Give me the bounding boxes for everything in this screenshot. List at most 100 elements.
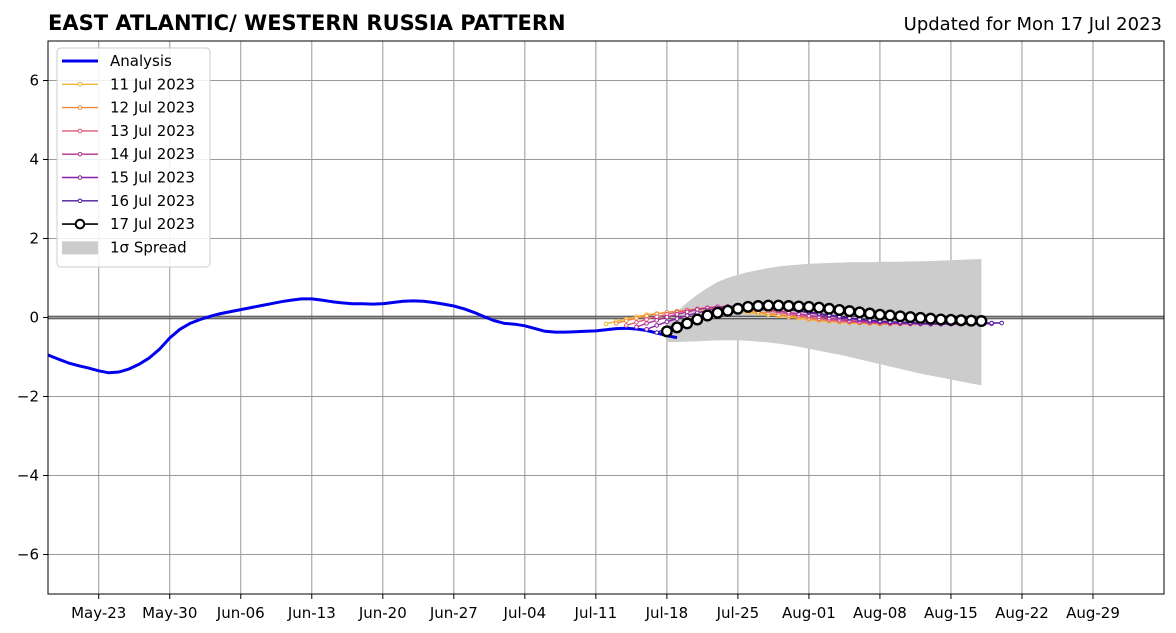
legend-swatch-marker	[77, 128, 83, 134]
forecast-point	[989, 320, 994, 326]
x-axis: May-23 May-30 Jun-06 Jun-13 Jun-20 Jun-27 Jul-…	[71, 594, 1120, 622]
forecast-point	[634, 319, 639, 325]
forecast-point	[721, 304, 734, 317]
x-tick-label: Jul-11	[574, 604, 618, 622]
forecast-point	[843, 305, 856, 318]
forecast-point	[792, 300, 805, 313]
forecast-point	[731, 302, 744, 315]
forecast-point	[623, 318, 629, 323]
chart-subtitle: Updated for Mon 17 Jul 2023	[904, 14, 1162, 35]
forecast-point	[914, 311, 927, 324]
forecast-point	[772, 299, 785, 312]
y-tick-label: −4	[17, 467, 39, 485]
y-tick-label: −2	[17, 388, 39, 406]
legend-label: 12 Jul 2023	[110, 99, 195, 117]
x-tick-label: Aug-29	[1066, 604, 1120, 622]
x-tick-label: Jun-27	[429, 604, 478, 622]
legend: Analysis 11 Jul 2023 12 Jul 2023 13 Jul 202…	[56, 47, 211, 268]
legend-label: 14 Jul 2023	[110, 145, 195, 163]
forecast-point	[654, 317, 660, 323]
forecast-point	[833, 303, 846, 316]
legend-swatch-marker	[77, 198, 83, 204]
forecast-point	[634, 315, 639, 321]
legend-swatch-marker	[77, 151, 83, 157]
x-tick-label: Aug-01	[782, 604, 836, 622]
forecast-point	[664, 319, 670, 325]
y-axis: −6 −4 −2 0 2 4 6	[17, 72, 48, 564]
y-tick-label: 6	[29, 72, 39, 90]
y-tick-label: 4	[29, 151, 39, 169]
forecast-series	[603, 299, 1004, 338]
forecast-point	[802, 300, 815, 313]
legend-label: 16 Jul 2023	[110, 192, 195, 210]
forecast-point	[644, 327, 649, 332]
legend-swatch-marker	[77, 82, 83, 87]
grid	[48, 41, 1164, 594]
x-tick-label: Aug-08	[853, 604, 907, 622]
legend-swatch-marker	[74, 218, 86, 230]
forecast-point	[823, 302, 836, 315]
forecast-point	[904, 311, 917, 324]
forecast-point	[613, 321, 619, 326]
legend-swatch-marker	[77, 105, 83, 110]
legend-swatch-marker	[77, 175, 83, 180]
forecast-point	[975, 315, 988, 328]
legend-label: 1σ Spread	[110, 238, 187, 256]
forecast-point	[691, 313, 704, 326]
forecast-point	[965, 314, 978, 327]
forecast-point	[674, 312, 680, 317]
legend-label: Analysis	[110, 52, 172, 70]
forecast-point	[644, 321, 649, 326]
x-tick-label: Jun-06	[216, 604, 265, 622]
forecast-point	[894, 310, 907, 323]
forecast-point	[603, 321, 609, 327]
forecast-point	[884, 309, 897, 322]
forecast-point	[671, 321, 684, 334]
forecast-point	[660, 325, 673, 338]
x-tick-label: May-30	[142, 604, 197, 622]
chart-title: EAST ATLANTIC/ WESTERN RUSSIA PATTERN	[48, 11, 566, 35]
forecast-point	[674, 316, 680, 321]
forecast-point	[623, 323, 629, 328]
x-tick-label: Jul-04	[503, 604, 547, 622]
y-tick-label: 0	[29, 309, 39, 327]
forecast-point	[934, 313, 947, 326]
legend-box	[56, 47, 211, 268]
analysis-line	[47, 297, 678, 375]
x-tick-label: Jun-13	[287, 604, 336, 622]
forecast-point	[944, 313, 957, 326]
legend-label: 11 Jul 2023	[110, 75, 195, 93]
legend-label: 15 Jul 2023	[110, 169, 195, 187]
forecast-point	[782, 300, 795, 313]
spread-area	[666, 259, 982, 386]
forecast-point	[813, 301, 826, 314]
y-tick-label: −6	[17, 546, 39, 564]
legend-label: 13 Jul 2023	[110, 122, 195, 140]
forecast-point	[924, 312, 937, 325]
forecast-point	[664, 314, 670, 320]
forecast-point	[634, 324, 639, 330]
forecast-point	[684, 313, 690, 318]
forecast-series	[660, 299, 988, 338]
x-tick-label: Jun-20	[358, 604, 407, 622]
forecast-point	[711, 306, 724, 319]
x-tick-label: May-23	[71, 604, 126, 622]
spread-band	[666, 259, 982, 386]
forecast-point	[873, 308, 886, 321]
forecast-point	[863, 307, 876, 320]
forecast-point	[762, 299, 775, 312]
forecast-point	[853, 306, 866, 319]
legend-label: 17 Jul 2023	[110, 215, 195, 233]
forecast-point	[654, 330, 660, 335]
x-tick-label: Aug-15	[924, 604, 978, 622]
legend-swatch	[62, 241, 98, 255]
forecast-point	[955, 314, 968, 327]
forecast-point	[701, 309, 714, 322]
forecast-point	[752, 300, 765, 313]
forecast-point	[681, 317, 694, 330]
x-tick-label: Jul-18	[645, 604, 689, 622]
analysis-series	[47, 297, 678, 375]
y-tick-label: 2	[29, 230, 39, 248]
x-tick-label: Jul-25	[716, 604, 760, 622]
